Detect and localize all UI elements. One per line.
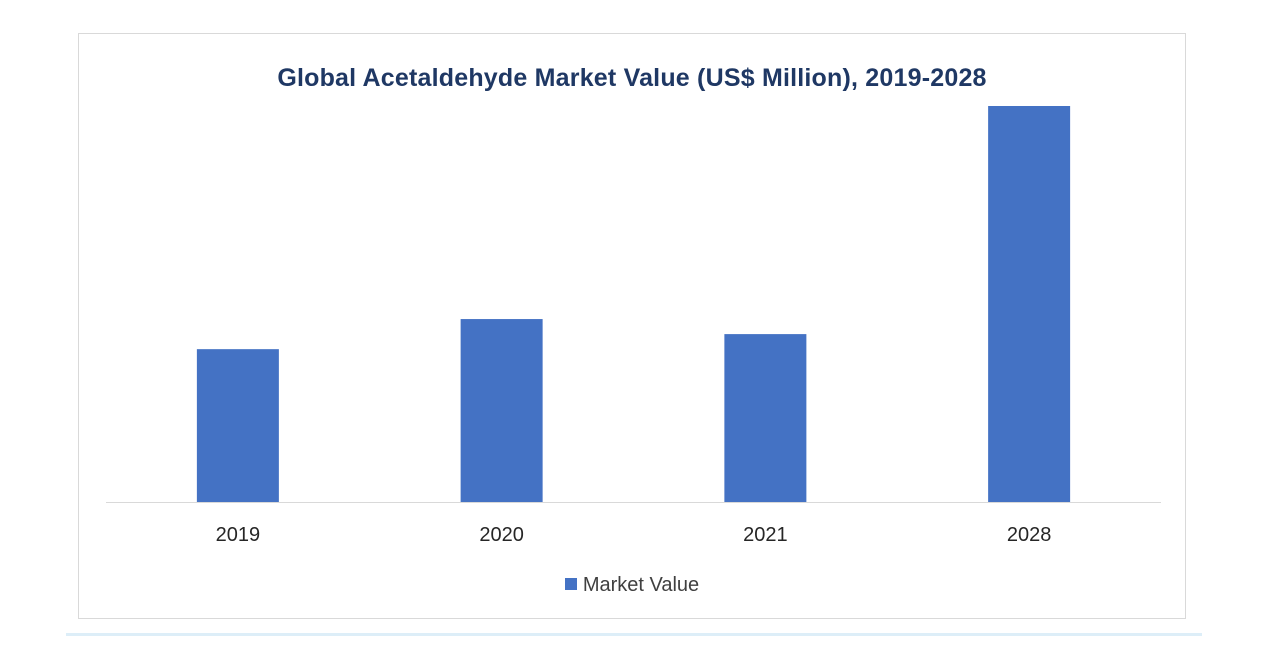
bar-2019 [196, 349, 279, 502]
x-tick-label-2021: 2021 [743, 524, 788, 546]
x-tick-label-2020: 2020 [479, 524, 524, 546]
legend: Market Value [79, 574, 1185, 597]
chart-title: Global Acetaldehyde Market Value (US$ Mi… [277, 64, 987, 92]
bar-2021 [724, 334, 807, 502]
x-tick-label-2019: 2019 [216, 524, 261, 546]
legend-swatch [564, 578, 577, 590]
bar-2028 [988, 106, 1071, 502]
page-divider [66, 633, 1202, 636]
legend-label: Market Value [582, 574, 700, 596]
bar-chart-plot: 2019 2020 2021 2028 [106, 106, 1161, 546]
chart-container: Global Acetaldehyde Market Value (US$ Mi… [78, 33, 1186, 619]
bar-2020 [460, 319, 543, 502]
x-tick-label-2028: 2028 [1007, 524, 1052, 546]
